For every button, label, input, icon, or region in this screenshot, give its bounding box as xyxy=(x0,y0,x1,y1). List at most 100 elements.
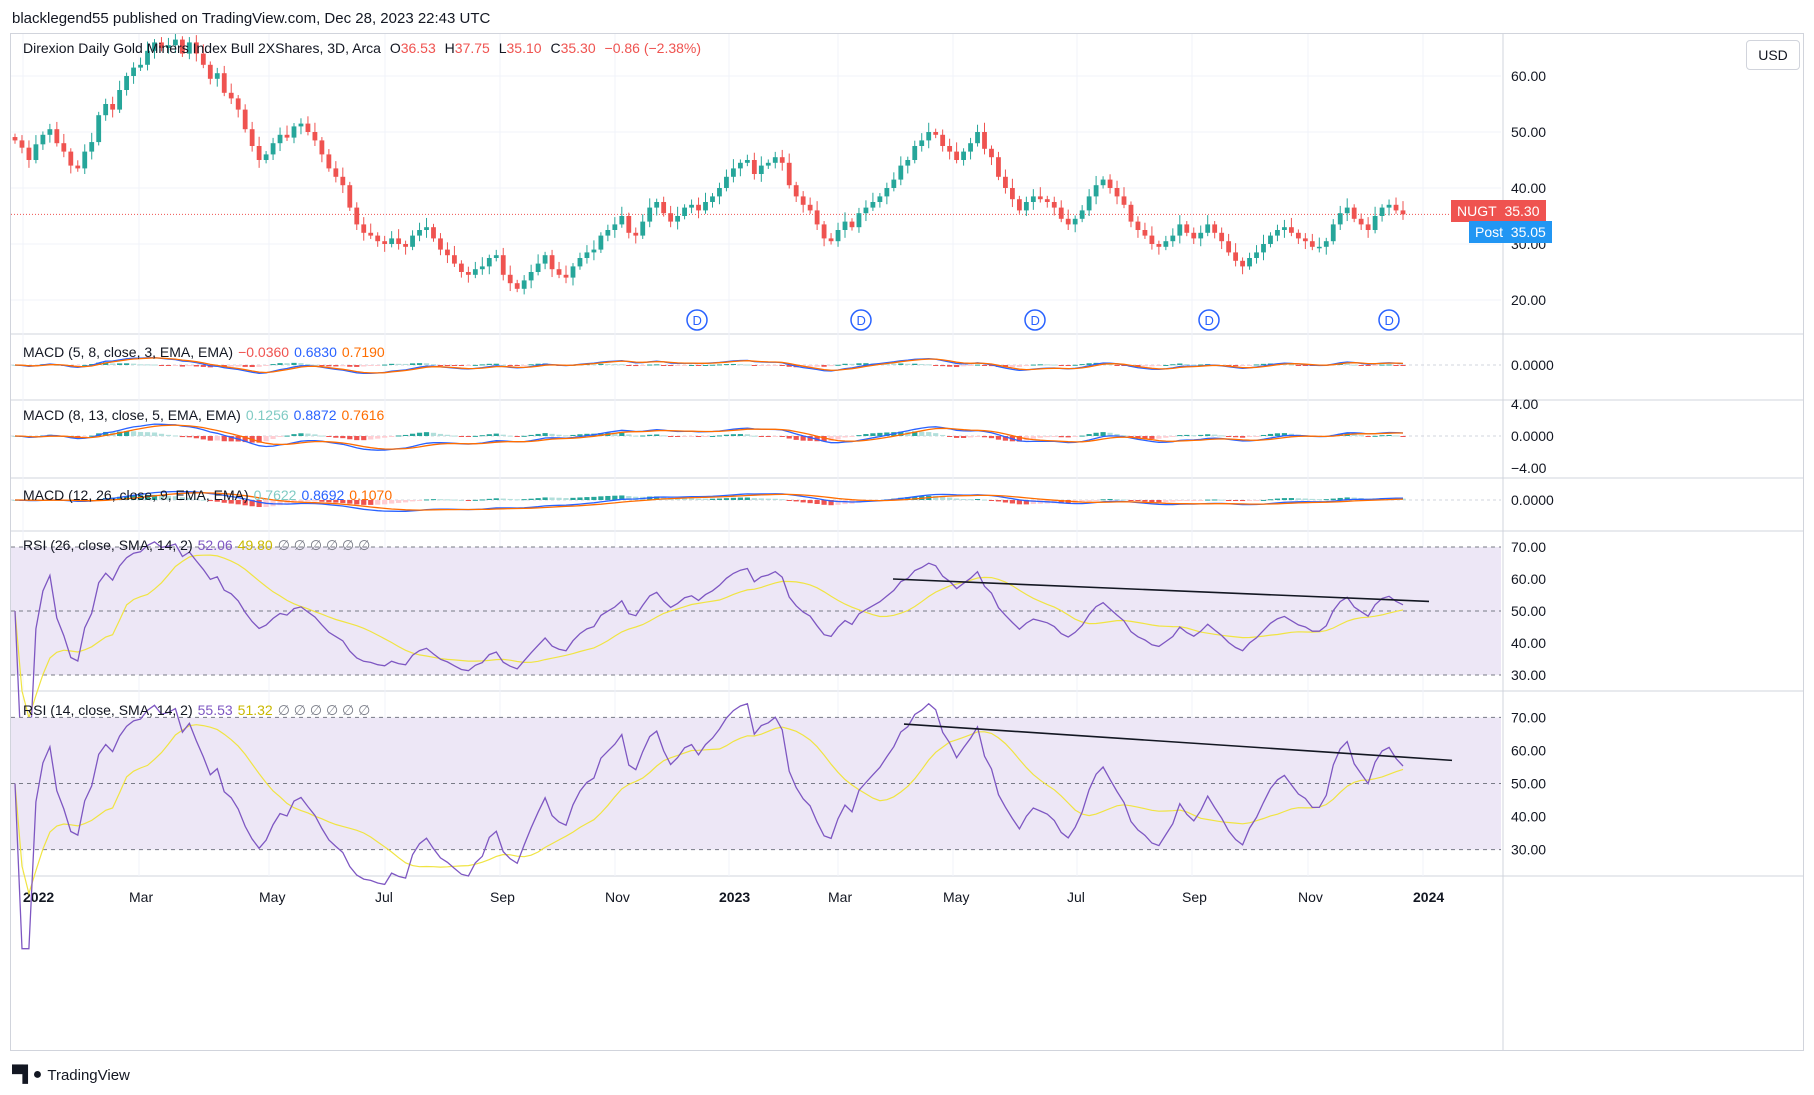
macd1-histogram-bar xyxy=(1246,365,1253,366)
macd1-histogram-bar xyxy=(1184,363,1190,365)
macd1-histogram-bar xyxy=(779,365,785,366)
candle-body xyxy=(354,207,360,225)
macd1-histogram-bar xyxy=(165,365,172,366)
chart-canvas[interactable]: 2022 Mar May Jul Sep Nov 2023 Mar May Jul Sep Nov 20… xyxy=(11,34,1804,1051)
price-tick-label: 60.00 xyxy=(1511,68,1546,84)
macd1-histogram-bar xyxy=(465,365,471,366)
candle-body xyxy=(814,210,820,225)
candle-body xyxy=(724,176,729,188)
macd1-histogram-bar xyxy=(340,365,346,367)
macd1-histogram-bar xyxy=(472,364,478,366)
rsi1-rsi-line xyxy=(14,541,1404,772)
candle-body xyxy=(396,238,402,244)
candle-body xyxy=(654,202,660,208)
macd1-histogram-bar xyxy=(814,365,820,367)
candle-body xyxy=(26,147,32,160)
macd2-histogram-bar xyxy=(1393,435,1399,437)
macd3-histogram-bar xyxy=(605,495,611,500)
macd3-histogram-bar xyxy=(598,496,604,500)
macd3-histogram-bar xyxy=(1344,497,1350,500)
macd1-histogram-bar xyxy=(535,363,541,365)
candle-body xyxy=(570,266,576,278)
candle-body xyxy=(1003,176,1008,188)
time-axis-label: 2023 xyxy=(719,889,750,905)
macd3-histogram-bar xyxy=(556,497,562,500)
candle-body xyxy=(1309,241,1315,247)
macd2-histogram-bar xyxy=(179,436,185,438)
macd3-histogram-bar xyxy=(702,498,709,500)
macd1-histogram-bar xyxy=(444,365,451,366)
macd3-histogram-bar xyxy=(158,495,165,500)
currency-button[interactable]: USD xyxy=(1746,40,1800,70)
macd1-histogram-bar xyxy=(940,365,946,367)
candle-body xyxy=(1170,235,1176,242)
rsi2-tick-label: 60.00 xyxy=(1511,742,1546,758)
macd1-histogram-bar xyxy=(256,365,262,367)
tradingview-logo[interactable]: ▀▌● TradingView xyxy=(12,1066,130,1084)
macd1-histogram-bar xyxy=(1121,365,1127,366)
candle-body xyxy=(61,143,67,152)
macd2-histogram-bar xyxy=(542,433,548,436)
candle-body xyxy=(1086,196,1092,211)
macd3-histogram-bar xyxy=(256,500,262,508)
macd3-histogram-bar xyxy=(779,499,785,501)
candle-body xyxy=(438,238,443,250)
candle-body xyxy=(1289,227,1294,233)
macd2-histogram-bar xyxy=(193,436,199,439)
macd1-histogram-bar xyxy=(235,365,241,367)
macd1-histogram-bar xyxy=(884,363,890,365)
macd3-tick-label: 0.0000 xyxy=(1511,492,1554,508)
macd3-histogram-bar xyxy=(326,500,332,503)
macd3-histogram-bar xyxy=(654,496,660,500)
macd1-histogram-bar xyxy=(1044,364,1050,366)
macd1-histogram-bar xyxy=(737,364,743,366)
macd1-histogram-bar xyxy=(1149,365,1155,367)
macd1-histogram-bar xyxy=(242,365,248,367)
macd3-histogram-bar xyxy=(242,500,248,506)
candle-body xyxy=(75,165,81,169)
macd3-histogram-bar xyxy=(1128,500,1134,501)
macd2-histogram-bar xyxy=(430,432,437,436)
macd2-histogram-bar xyxy=(940,434,946,436)
candle-body xyxy=(842,221,848,230)
macd3-histogram-bar xyxy=(681,498,688,500)
macd1-histogram-bar xyxy=(933,365,939,366)
macd3-histogram-bar xyxy=(675,498,681,500)
macd1-histogram-bar xyxy=(354,365,360,367)
macd1-histogram-bar xyxy=(744,364,750,366)
macd3-histogram-bar xyxy=(528,498,534,500)
macd3-histogram-bar xyxy=(277,500,283,506)
macd3-histogram-bar xyxy=(430,499,437,501)
close-value: 35.30 xyxy=(560,40,596,56)
macd1-histogram-bar xyxy=(695,365,702,366)
macd3-histogram-bar xyxy=(563,498,569,500)
macd2-histogram-bar xyxy=(1044,436,1050,438)
candle-body xyxy=(696,204,701,211)
candle-body xyxy=(1163,241,1169,247)
macd3-histogram-bar xyxy=(193,498,199,500)
candle-body xyxy=(744,160,750,163)
candle-body xyxy=(1358,218,1364,225)
macd1-histogram-bar xyxy=(117,363,123,365)
macd3-histogram-bar xyxy=(974,498,981,500)
candle-body xyxy=(996,157,1001,177)
macd1-histogram-bar xyxy=(1239,365,1246,367)
macd2-histogram-bar xyxy=(354,436,360,441)
macd1-histogram-bar xyxy=(723,364,730,366)
brand-name: TradingView xyxy=(47,1066,130,1084)
macd3-histogram-bar xyxy=(1009,500,1016,504)
candle-body xyxy=(549,255,555,270)
macd1-histogram-bar xyxy=(835,364,841,366)
macd3-histogram-bar xyxy=(1086,500,1092,502)
macd2-histogram-bar xyxy=(458,436,464,437)
candle-body xyxy=(1337,213,1343,225)
macd2-histogram-bar xyxy=(507,435,513,437)
candle-body xyxy=(193,42,199,54)
macd2-histogram-bar xyxy=(842,436,848,438)
chart-frame[interactable]: 2022 Mar May Jul Sep Nov 2023 Mar May Jul Sep Nov 20… xyxy=(10,33,1804,1051)
open-value: 36.53 xyxy=(400,40,436,56)
macd2-histogram-bar xyxy=(1051,436,1057,437)
candle-body xyxy=(807,204,813,211)
candle-body xyxy=(668,213,674,222)
macd2-histogram-bar xyxy=(444,434,451,436)
